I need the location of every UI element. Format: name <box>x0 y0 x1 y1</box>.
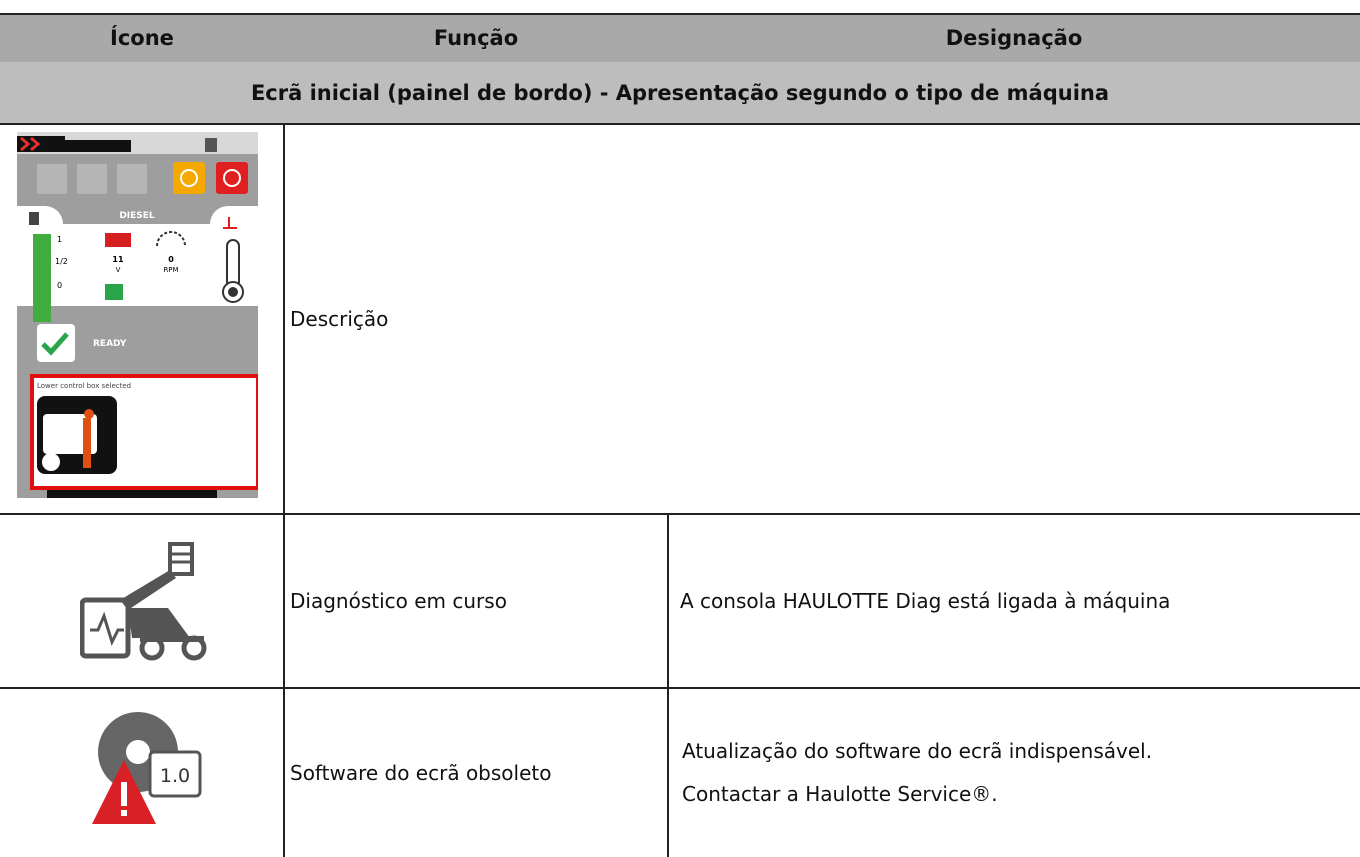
fuel-level: 0 <box>57 281 62 290</box>
header-cell: Designação <box>668 14 1360 62</box>
fuel-level: 1/2 <box>55 257 68 266</box>
border <box>0 123 1360 125</box>
message-label: Lower control box selected <box>37 382 131 390</box>
rpm-value: 0 <box>168 255 174 264</box>
function-cell: Descrição <box>290 307 389 331</box>
rpm-unit: RPM <box>163 266 178 274</box>
function-cell: Diagnóstico em curso <box>290 589 507 613</box>
fuel-level: 1 <box>57 235 62 244</box>
dashboard-image: DIESEL 1 1/2 0 11 V 0 RPM READY Lower co… <box>17 132 258 498</box>
diagnostic-icon <box>80 542 207 661</box>
section-title: Ecrã inicial (painel de bordo) - Apresen… <box>0 62 1360 124</box>
status-label: READY <box>93 339 127 349</box>
software-icon: 1.0 <box>92 712 202 824</box>
version-label: 1.0 <box>160 765 190 787</box>
battery-value: 11 <box>112 255 124 264</box>
header-cell: Função <box>284 14 668 62</box>
designation-cell: Atualização do software do ecrã indispen… <box>668 688 1360 857</box>
border <box>0 687 1360 689</box>
header-cell: Ícone <box>0 14 284 62</box>
border <box>0 13 1360 15</box>
function-cell: Software do ecrã obsoleto <box>290 760 552 785</box>
fuel-label: DIESEL <box>119 211 155 221</box>
designation-line: Atualização do software do ecrã indispen… <box>682 738 1153 763</box>
border <box>667 514 669 857</box>
border <box>283 124 285 857</box>
designation-line: Contactar a Haulotte Service®. <box>682 781 998 806</box>
designation-cell: A consola HAULOTTE Diag está ligada à má… <box>680 589 1171 613</box>
border <box>0 513 1360 515</box>
battery-unit: V <box>116 266 121 274</box>
